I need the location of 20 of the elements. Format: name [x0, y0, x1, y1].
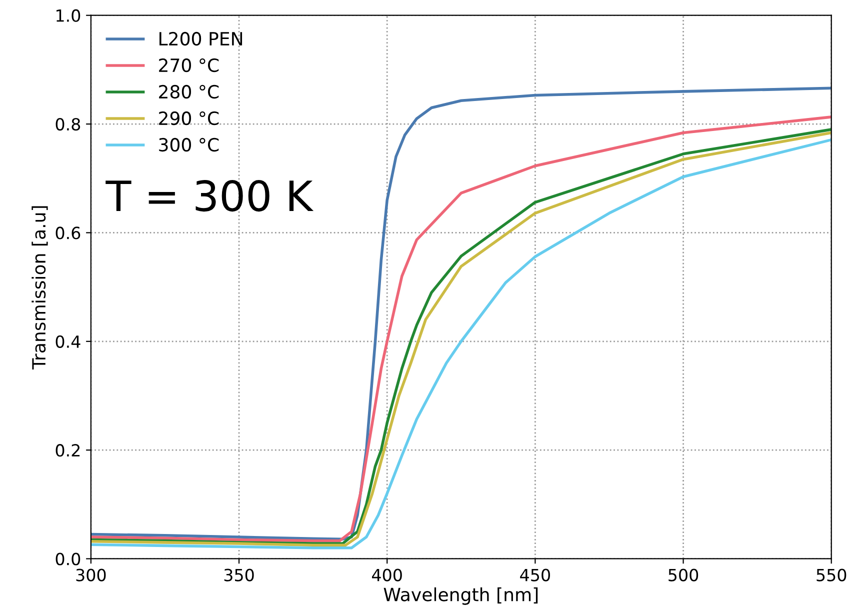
legend-label: 270 °C: [159, 58, 219, 72]
legend-label: L200 PEN: [160, 32, 242, 46]
y-tick-label: 0.4: [56, 335, 80, 348]
x-tick-label: 450: [520, 568, 550, 582]
x-axis-title: Wavelength [nm]: [384, 587, 538, 605]
legend-label: 300 °C: [159, 138, 219, 152]
legend-label: 290 °C: [159, 111, 219, 126]
y-tick-label: 0.8: [56, 118, 80, 131]
annotation: T = 300 K: [106, 180, 314, 212]
y-tick-label: 0.0: [56, 552, 80, 566]
x-tick-label: 500: [668, 568, 698, 582]
y-axis-title: Transmission [a.u]: [32, 206, 48, 370]
y-tick-label: 0.6: [56, 226, 80, 240]
x-tick-label: 550: [816, 568, 846, 582]
x-tick-label: 350: [224, 568, 254, 582]
x-tick-label: 400: [372, 568, 402, 582]
legend-label: 280 °C: [159, 84, 219, 99]
y-tick-label: 0.2: [56, 444, 80, 457]
x-tick-label: 300: [76, 568, 106, 582]
y-tick-label: 1.0: [56, 9, 80, 22]
